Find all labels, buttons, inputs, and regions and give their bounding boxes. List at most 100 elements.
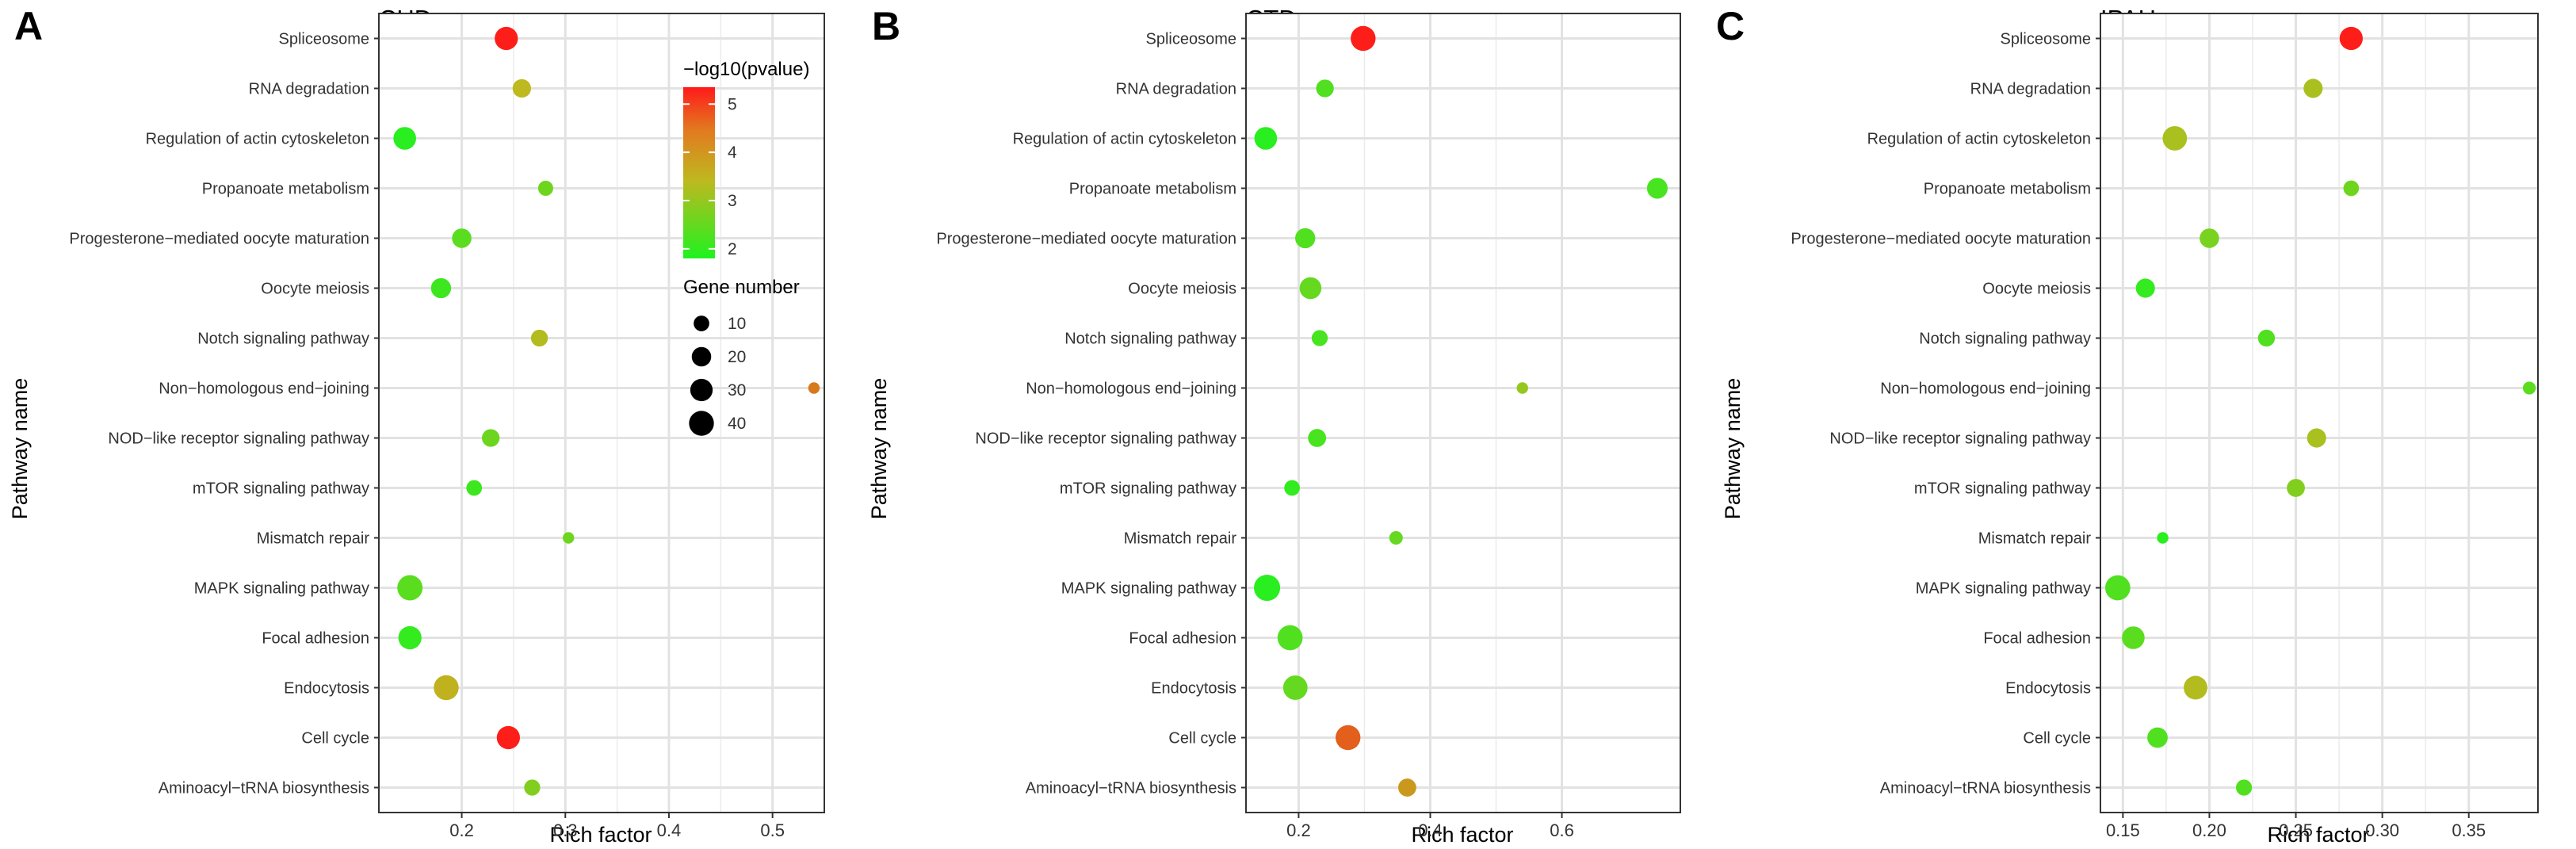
data-point [393, 127, 416, 150]
y-tick-label: Focal adhesion [262, 630, 369, 648]
x-tick-label: 0.20 [2192, 820, 2226, 840]
data-point [1254, 574, 1281, 602]
data-point [1311, 330, 1328, 346]
y-tick-label: mTOR signaling pathway [193, 480, 369, 498]
x-tick-label: 0.15 [2106, 820, 2140, 840]
data-point [496, 725, 520, 750]
data-point [2343, 180, 2360, 197]
y-tick-label: RNA degradation [1970, 81, 2091, 98]
data-point [2135, 278, 2155, 298]
data-point [2522, 381, 2536, 395]
y-tick-label: Mismatch repair [257, 530, 370, 548]
y-tick-label: MAPK signaling pathway [1061, 580, 1236, 598]
data-point [808, 382, 820, 394]
color-legend-label: 2 [728, 240, 737, 258]
panel-letter: C [1716, 4, 1745, 48]
y-tick-label: Non−homologous end−joining [1026, 381, 1236, 398]
size-key-dot [689, 411, 714, 436]
x-tick-label: 0.3 [553, 820, 578, 840]
y-tick-label: Oocyte meiosis [1128, 281, 1236, 298]
y-tick-label: Propanoate metabolism [1924, 181, 2091, 198]
data-point [1516, 382, 1528, 394]
plot-frame [378, 13, 825, 813]
data-point [452, 228, 472, 248]
color-legend-title: −log10(pvalue) [683, 59, 809, 80]
data-point [1277, 625, 1303, 651]
data-point [1335, 725, 1361, 751]
y-tick-label: Propanoate metabolism [202, 181, 369, 198]
panel-ipah: C IPAH Pathway name Rich factor Spliceos… [1716, 4, 2539, 847]
color-legend-label: 4 [728, 143, 737, 162]
size-key-dot [691, 346, 712, 367]
data-point [1398, 778, 1416, 797]
y-tick-label: NOD−like receptor signaling pathway [975, 430, 1236, 448]
data-point [2257, 329, 2276, 347]
data-point [1282, 675, 1308, 700]
color-legend-label: 3 [728, 192, 737, 210]
data-point [2104, 575, 2131, 601]
size-legend-label: 40 [728, 415, 746, 433]
data-point [2307, 428, 2326, 448]
y-tick-label: Cell cycle [2023, 730, 2091, 748]
y-tick-label: Mismatch repair [1978, 530, 2092, 548]
color-bar [683, 87, 715, 258]
x-tick-label: 0.25 [2279, 820, 2313, 840]
y-tick-label: Non−homologous end−joining [1880, 381, 2091, 398]
data-point [530, 329, 548, 347]
size-key-dot [694, 316, 709, 331]
y-tick-label: Regulation of actin cytoskeleton [1867, 131, 2091, 148]
data-point [2122, 626, 2145, 649]
size-legend-title: Gene number [683, 277, 800, 298]
plot-area [1246, 13, 1680, 813]
size-key-dot [690, 378, 713, 402]
y-tick-label: Progesterone−mediated oocyte maturation [936, 231, 1236, 248]
panel-letter: A [14, 4, 43, 48]
panel-chd: A CHD Pathway name Rich factor Spliceoso… [8, 4, 825, 847]
x-tick-label: 0.30 [2365, 820, 2399, 840]
x-axis-title: Rich factor [549, 823, 652, 847]
size-legend-label: 20 [728, 348, 746, 366]
y-tick-label: Spliceosome [2000, 31, 2091, 48]
data-point [537, 180, 553, 197]
data-point [1295, 228, 1316, 249]
data-point [466, 480, 483, 496]
y-tick-label: Regulation of actin cytoskeleton [146, 131, 369, 148]
y-tick-label: Non−homologous end−joining [159, 381, 369, 398]
data-point [2235, 779, 2253, 796]
data-point [2157, 532, 2169, 544]
y-tick-label: Notch signaling pathway [1064, 331, 1236, 348]
x-tick-label: 0.4 [1418, 820, 1443, 840]
panel-letter: B [872, 4, 900, 48]
y-tick-label: Propanoate metabolism [1069, 181, 1236, 198]
panel-ctd: B CTD Pathway name Rich factor Spliceoso… [867, 4, 1681, 847]
data-point [1351, 25, 1376, 52]
data-point [512, 78, 531, 98]
y-tick-label: RNA degradation [1116, 81, 1236, 98]
x-axis-title: Rich factor [2267, 823, 2369, 847]
legend: −log10(pvalue) 5 4 3 2 Gene number 10 20 30 40 [683, 59, 809, 436]
data-point [562, 532, 575, 544]
data-point [1308, 429, 1327, 447]
x-tick-label: 0.35 [2452, 820, 2486, 840]
x-tick-label: 0.2 [449, 820, 474, 840]
y-tick-label: Mismatch repair [1124, 530, 1237, 548]
y-tick-label: Aminoacyl−tRNA biosynthesis [159, 780, 369, 797]
x-axis-title: Rich factor [1411, 823, 1513, 847]
y-tick-label: Notch signaling pathway [1919, 331, 2091, 348]
y-tick-label: Focal adhesion [1983, 630, 2091, 648]
y-tick-label: Aminoacyl−tRNA biosynthesis [1026, 780, 1236, 797]
data-point [1299, 277, 1322, 300]
data-point [1389, 530, 1403, 545]
data-point [2287, 479, 2305, 497]
y-tick-label: Endocytosis [2005, 680, 2091, 698]
data-point [397, 575, 423, 601]
y-tick-label: Oocyte meiosis [261, 281, 369, 298]
data-point [430, 277, 452, 299]
data-point [2162, 126, 2188, 151]
color-legend-label: 5 [728, 95, 737, 113]
data-point [434, 675, 459, 701]
y-tick-label: RNA degradation [249, 81, 369, 98]
x-tick-label: 0.6 [1550, 820, 1574, 840]
x-tick-label: 0.2 [1286, 820, 1311, 840]
